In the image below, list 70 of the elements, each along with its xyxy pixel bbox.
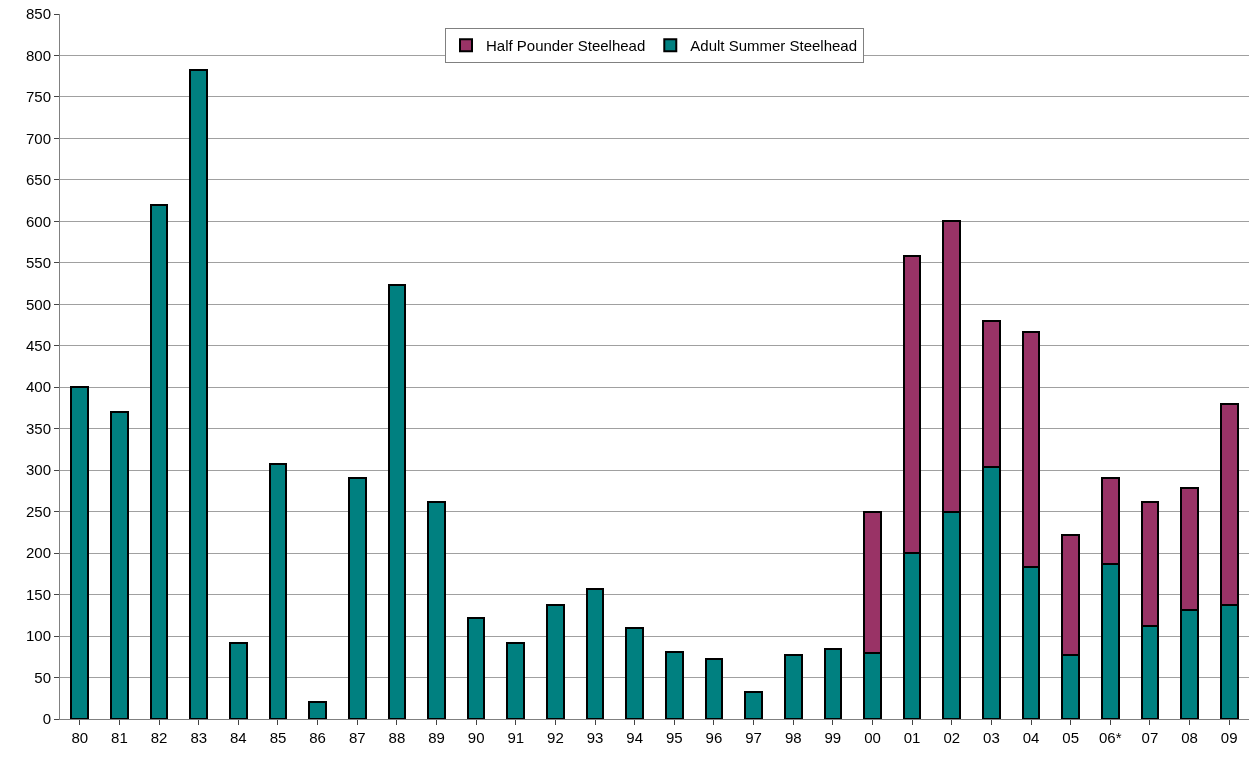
y-tick-label: 250 <box>25 502 51 520</box>
bar <box>625 626 645 719</box>
y-tick-label: 50 <box>34 668 51 686</box>
y-tick-label: 600 <box>25 212 51 230</box>
bar <box>347 476 367 719</box>
x-tick-label: 85 <box>269 729 287 746</box>
x-tick-label: 04 <box>1022 729 1040 746</box>
bar <box>189 69 209 719</box>
x-tick-label: 02 <box>943 729 961 746</box>
x-tick-label: 92 <box>547 729 564 746</box>
y-tick-label: 150 <box>25 585 51 603</box>
bar <box>823 648 843 719</box>
x-tick-label: 83 <box>190 729 208 746</box>
bar <box>704 658 724 719</box>
bar <box>387 284 407 719</box>
x-tick-label: 81 <box>111 729 128 746</box>
x-tick-label: 05 <box>1062 729 1079 746</box>
bar <box>149 203 169 719</box>
y-tick-label: 800 <box>25 46 51 64</box>
x-tick-label: 08 <box>1181 729 1198 746</box>
y-tick-label: 550 <box>25 254 51 272</box>
y-tick-label: 700 <box>25 129 51 147</box>
y-tick-label: 400 <box>25 378 51 396</box>
bar <box>308 701 327 719</box>
y-tick-label: 850 <box>25 5 51 23</box>
bar <box>744 691 763 719</box>
bar <box>506 641 526 719</box>
y-tick-label: 300 <box>25 461 51 479</box>
x-tick-label: 06* <box>1099 729 1122 746</box>
x-tick-label: 97 <box>745 729 762 746</box>
x-tick-label: 87 <box>348 729 366 746</box>
bar <box>229 641 248 719</box>
bar <box>70 386 90 719</box>
y-tick-label: 200 <box>25 544 51 562</box>
bar <box>466 616 486 719</box>
bar <box>268 462 288 719</box>
x-tick-label: 00 <box>864 729 881 746</box>
x-tick-label: 90 <box>467 729 485 746</box>
legend-label: Adult Summer Steelhead <box>690 37 858 55</box>
bar <box>585 587 605 719</box>
y-tick-label: 450 <box>25 337 51 355</box>
x-tick-label: 84 <box>230 729 247 746</box>
x-tick-label: 09 <box>1220 729 1238 746</box>
x-tick-label: 82 <box>150 729 168 746</box>
x-tick-label: 93 <box>586 729 604 746</box>
bar <box>664 650 684 719</box>
bar <box>427 500 446 719</box>
bar <box>546 604 565 719</box>
x-tick-label: 95 <box>665 729 683 746</box>
x-tick-label: 07 <box>1141 729 1159 746</box>
x-tick-label: 98 <box>784 729 802 746</box>
x-tick-label: 01 <box>903 729 921 746</box>
x-tick-label: 86 <box>309 729 326 746</box>
x-tick-label: 99 <box>824 729 842 746</box>
x-tick-label: 91 <box>507 729 525 746</box>
x-tick-label: 94 <box>626 729 644 746</box>
x-tick-label: 89 <box>428 729 445 746</box>
x-tick-label: 03 <box>983 729 1000 746</box>
legend-label: Half Pounder Steelhead <box>486 37 646 55</box>
x-tick-label: 96 <box>705 729 723 746</box>
y-tick-label: 350 <box>25 419 51 437</box>
y-tick-label: 100 <box>25 627 51 645</box>
y-tick-label: 750 <box>25 88 51 106</box>
y-tick-label: 650 <box>25 171 51 189</box>
bar <box>110 411 129 719</box>
y-tick-label: 500 <box>25 295 51 313</box>
x-tick-label: 88 <box>388 729 406 746</box>
x-tick-label: 80 <box>71 729 89 746</box>
bar <box>783 654 803 719</box>
y-tick-label: 0 <box>42 710 51 728</box>
